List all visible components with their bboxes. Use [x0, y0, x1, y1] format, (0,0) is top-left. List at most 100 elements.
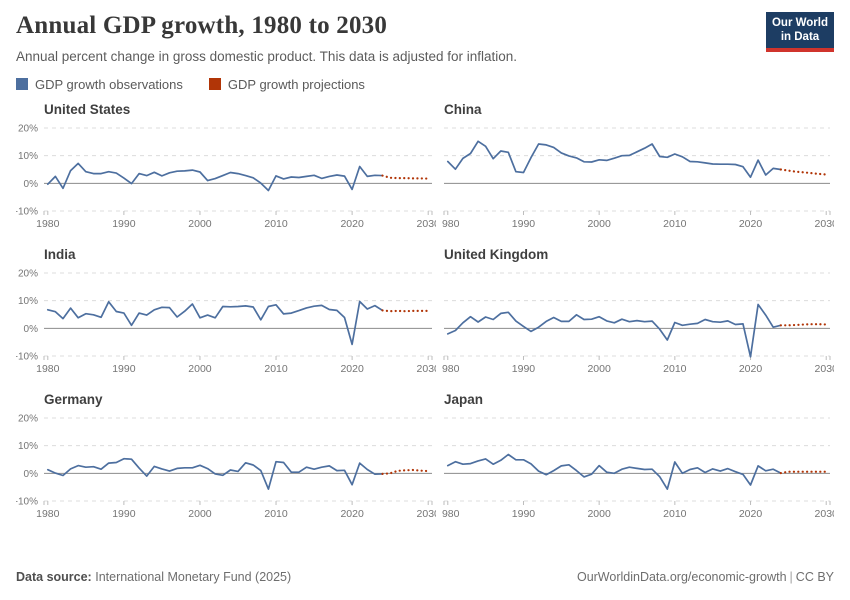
x-axis-label: 2020: [739, 508, 763, 520]
y-axis-label: 0%: [24, 324, 39, 335]
footer-separator: |: [789, 570, 793, 584]
y-axis-label: 20%: [18, 123, 38, 134]
x-axis-label: 2020: [739, 218, 763, 230]
observation-line: [46, 457, 384, 490]
panel-title: Germany: [44, 391, 103, 407]
panel-title: India: [44, 246, 76, 262]
panel-title: United Kingdom: [444, 246, 549, 262]
footer-links: OurWorldinData.org/economic-growth | CC BY: [577, 570, 834, 584]
y-axis-label: 20%: [18, 268, 38, 279]
x-axis-label: 2030: [815, 218, 834, 230]
line-chart: 20% 10% 0% -10%1980 1990 2000 2010 2020 2030: [16, 268, 436, 375]
y-axis-label: -10%: [16, 496, 38, 507]
x-axis-label: 2000: [188, 363, 212, 375]
legend-item-projections: GDP growth projections: [208, 76, 365, 92]
observation-line: [46, 300, 384, 346]
projection-line: [381, 309, 430, 313]
projection-line: [381, 174, 430, 180]
x-axis-label: 2030: [417, 508, 436, 520]
x-axis-label: 2000: [188, 508, 212, 520]
line-chart: 20% 10% 0% -10%1980 1990 2000 2010 2020 2030: [16, 123, 436, 230]
x-axis-label: 2020: [340, 363, 364, 375]
x-axis-label: 2010: [663, 508, 687, 520]
x-axis-label: 2000: [587, 218, 611, 230]
x-axis-label: 2010: [264, 218, 288, 230]
x-axis-label: 2010: [264, 508, 288, 520]
y-axis-label: 10%: [18, 441, 38, 452]
y-axis-label: -10%: [16, 351, 38, 362]
x-axis-label: 2010: [264, 363, 288, 375]
projection-line: [779, 322, 828, 327]
x-axis-label: 2020: [340, 218, 364, 230]
x-axis-label: 2000: [188, 218, 212, 230]
header-text: Annual GDP growth, 1980 to 2030 Annual p…: [16, 12, 517, 64]
observation-line: [46, 162, 384, 192]
chart-panel-united-kingdom: United Kingdom 1980 1990 2000 2010 2020 2030: [442, 247, 834, 377]
x-axis-label: 1990: [112, 218, 136, 230]
chart-panel-united-states: United States 20% 10% 0% -10% 1980 1990 2000 20…: [16, 102, 436, 232]
x-axis-label: 1980: [442, 363, 460, 375]
line-chart: 1980 1990 2000 2010 2020 2030: [442, 127, 834, 230]
chart-panel-japan: Japan 1980 1990 2000 2010 2020 2030: [442, 392, 834, 522]
projection-line: [381, 468, 430, 475]
x-axis-label: 2030: [815, 363, 834, 375]
observation-line: [446, 140, 782, 178]
x-axis-label: 1980: [442, 508, 460, 520]
line-chart: 1980 1990 2000 2010 2020 2030: [442, 417, 834, 520]
owid-logo[interactable]: Our World in Data: [766, 12, 834, 52]
license-link[interactable]: CC BY: [795, 570, 834, 584]
projections-swatch-icon: [208, 78, 221, 91]
legend-item-observations: GDP growth observations: [16, 77, 183, 92]
panel-title: Japan: [444, 391, 484, 407]
x-axis-label: 1980: [36, 218, 60, 230]
y-axis-label: 0%: [24, 469, 39, 480]
footer: Data source: International Monetary Fund…: [16, 570, 834, 590]
observation-line: [446, 453, 782, 490]
line-chart: 1980 1990 2000 2010 2020 2030: [442, 272, 834, 375]
y-axis-label: -10%: [16, 206, 38, 217]
legend: GDP growth observations GDP growth proje…: [16, 77, 834, 92]
x-axis-label: 1990: [512, 218, 536, 230]
x-axis-label: 1990: [512, 363, 536, 375]
panel-title: China: [444, 101, 482, 117]
x-axis-label: 1980: [36, 508, 60, 520]
legend-observations-label: GDP growth observations: [35, 76, 183, 92]
x-axis-label: 2020: [340, 508, 364, 520]
owid-url-link[interactable]: OurWorldinData.org/economic-growth: [576, 570, 787, 584]
x-axis-label: 1980: [36, 363, 60, 375]
data-source-value: International Monetary Fund (2025): [95, 570, 292, 584]
page-subtitle: Annual percent change in gross domestic …: [16, 48, 518, 64]
legend-projections-label: GDP growth projections: [227, 76, 365, 92]
y-axis-label: 10%: [18, 151, 38, 162]
observations-swatch-icon: [16, 78, 28, 91]
y-axis-label: 10%: [18, 296, 38, 307]
x-axis-label: 1990: [512, 508, 536, 520]
projection-line: [779, 470, 828, 474]
x-axis-label: 1990: [112, 363, 136, 375]
charts-grid: United States 20% 10% 0% -10% 1980 1990 2000 20…: [16, 102, 834, 522]
x-axis-label: 2030: [417, 218, 436, 230]
x-axis-label: 1980: [442, 218, 460, 230]
x-axis-label: 2010: [663, 363, 687, 375]
x-axis-label: 2030: [417, 363, 436, 375]
y-axis-label: 0%: [24, 179, 39, 190]
x-axis-label: 1990: [112, 508, 136, 520]
chart-panel-china: China 1980 1990 2000 2010 2020 2030: [442, 102, 834, 232]
x-axis-label: 2020: [739, 363, 763, 375]
logo-line1: Our World: [771, 16, 828, 29]
chart-panel-germany: Germany 20% 10% 0% -10% 1980 1990 2000 2010 2020…: [16, 392, 436, 522]
panel-title: United States: [44, 101, 131, 117]
chart-panel-india: India 20% 10% 0% -10% 1980 1990 2000 2010 2020 20…: [16, 247, 436, 377]
data-source-label: Data source:: [16, 570, 92, 584]
y-axis-label: 20%: [18, 413, 38, 424]
x-axis-label: 2000: [587, 508, 611, 520]
logo-line2: in Data: [780, 31, 820, 43]
observation-line: [446, 303, 782, 358]
x-axis-label: 2010: [663, 218, 687, 230]
line-chart: 20% 10% 0% -10%1980 1990 2000 2010 2020 2030: [16, 413, 436, 520]
page-title: Annual GDP growth, 1980 to 2030: [16, 12, 388, 39]
data-source: Data source: International Monetary Fund…: [16, 570, 291, 584]
x-axis-label: 2000: [587, 363, 611, 375]
projection-line: [779, 168, 828, 176]
